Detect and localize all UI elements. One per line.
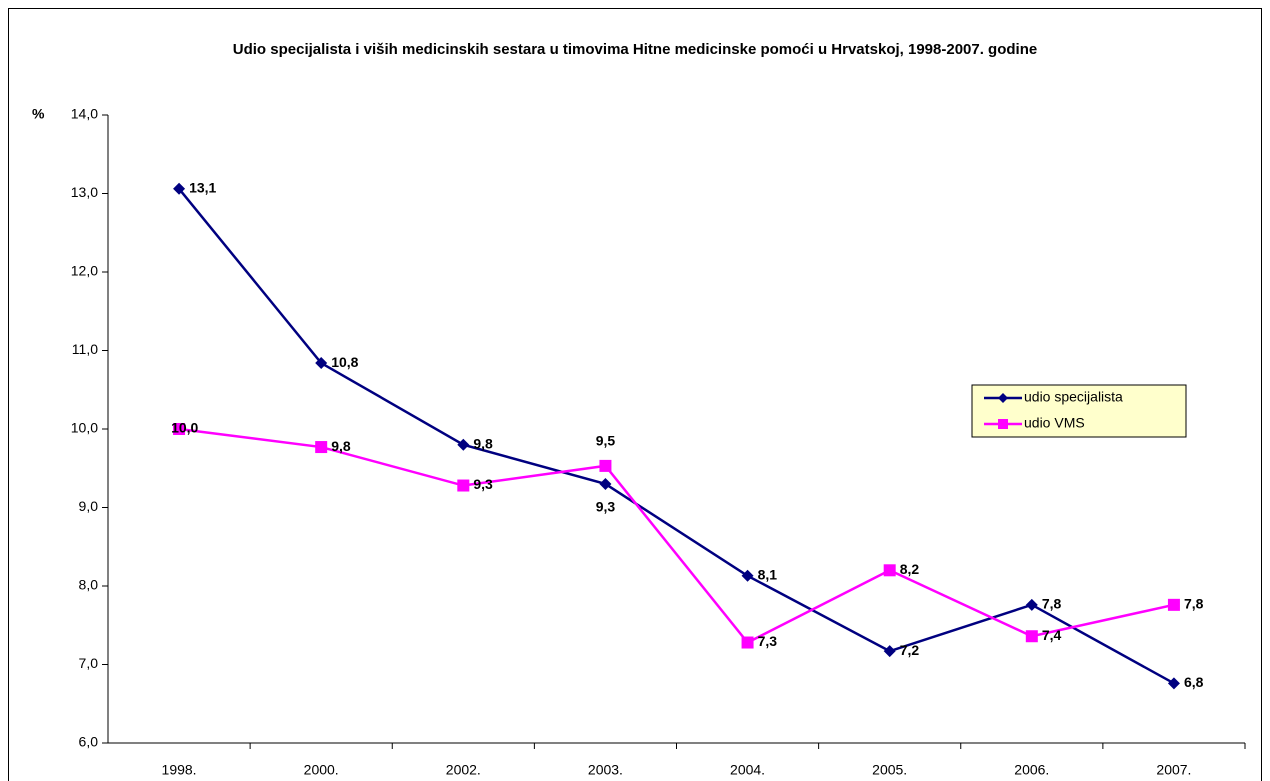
series-line — [178, 187, 1175, 685]
marker — [315, 357, 328, 370]
marker — [1025, 630, 1038, 643]
marker — [741, 636, 754, 649]
marker — [1025, 598, 1038, 611]
y-tick-label: 10,0 — [71, 420, 98, 436]
legend-marker — [998, 419, 1008, 429]
series-line — [178, 427, 1175, 645]
marker — [883, 564, 896, 577]
legend-label: udio specijalista — [1024, 389, 1123, 405]
marker — [315, 441, 328, 454]
y-tick-label: 9,0 — [79, 498, 99, 514]
data-label: 10,0 — [171, 420, 198, 436]
y-tick-label: 8,0 — [79, 577, 99, 593]
y-tick-label: 6,0 — [79, 734, 99, 750]
marker — [173, 423, 186, 435]
data-label: 6,8 — [1184, 674, 1204, 690]
legend-label: udio VMS — [1024, 415, 1085, 431]
data-label: 8,1 — [758, 566, 778, 582]
marker — [883, 645, 896, 658]
marker — [457, 438, 470, 451]
data-label: 7,3 — [758, 633, 778, 649]
marker — [741, 569, 754, 582]
marker — [599, 459, 612, 472]
data-label: 10,8 — [331, 354, 358, 370]
data-label: 9,3 — [473, 476, 493, 492]
x-tick-label: 2006. — [1014, 762, 1049, 778]
legend-marker — [998, 393, 1008, 403]
y-tick-label: 12,0 — [71, 263, 98, 279]
y-tick-label: 13,0 — [71, 184, 98, 200]
data-label: 13,1 — [189, 179, 216, 195]
marker — [1167, 677, 1180, 690]
data-label: 7,2 — [900, 642, 920, 658]
x-tick-label: 2002. — [446, 762, 481, 778]
data-label: 7,4 — [1042, 627, 1062, 643]
data-label: 9,3 — [596, 499, 616, 515]
data-label: 7,8 — [1184, 596, 1204, 612]
marker — [173, 182, 186, 195]
marker — [599, 477, 612, 490]
data-label: 8,2 — [900, 561, 920, 577]
x-tick-label: 2004. — [730, 762, 765, 778]
x-tick-label: 2005. — [872, 762, 907, 778]
data-label: 9,5 — [596, 433, 616, 449]
y-axis-label: % — [32, 106, 45, 122]
x-tick-label: 2003. — [588, 762, 623, 778]
y-tick-label: 11,0 — [72, 341, 98, 357]
y-tick-label: 14,0 — [71, 106, 98, 122]
x-tick-label: 2000. — [304, 762, 339, 778]
y-tick-label: 7,0 — [79, 655, 99, 671]
data-label: 7,8 — [1042, 596, 1062, 612]
marker — [457, 479, 470, 492]
chart-title: Udio specijalista i viših medicinskih se… — [232, 41, 1038, 58]
marker — [1167, 598, 1180, 611]
data-label: 9,8 — [331, 438, 351, 454]
x-tick-label: 2007. — [1156, 762, 1191, 778]
x-tick-label: 1998. — [162, 762, 197, 778]
data-label: 9,8 — [473, 435, 493, 451]
